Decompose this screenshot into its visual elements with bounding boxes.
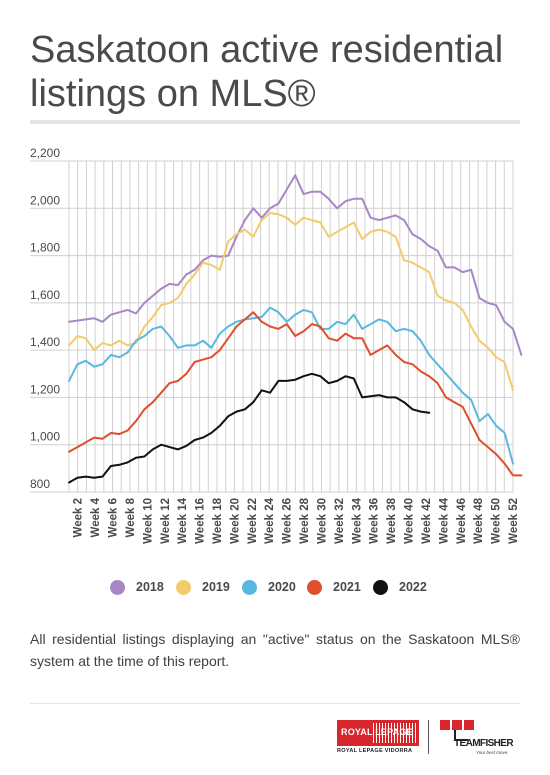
title-divider	[30, 120, 520, 124]
y-tick-label: 1,800	[30, 241, 60, 255]
y-tick-label: 1,200	[30, 382, 60, 396]
legend-item-2020: 2020	[242, 576, 296, 598]
legend-marker-2019	[176, 579, 191, 595]
x-tick-label: Week 16	[195, 498, 207, 544]
legend-label-2019: 2019	[202, 580, 230, 594]
royal-lepage-logo-stripes	[373, 723, 417, 743]
series-line-2021	[68, 311, 523, 477]
teamfisher-tagline: Your best move.	[476, 750, 509, 755]
legend-item-2022: 2022	[373, 576, 427, 598]
royal-lepage-subname: ROYAL LEPAGE VIDORRA	[337, 748, 413, 754]
series-lines	[68, 174, 523, 484]
legend-marker-2022	[373, 579, 388, 595]
x-tick-label: Week 52	[508, 498, 520, 544]
chart-footnote: All residential listings displaying an "…	[30, 631, 520, 669]
logo-separator	[428, 720, 429, 754]
x-tick-label: Week 50	[491, 498, 503, 544]
legend: 2018 2019 2020 2021 2022	[0, 576, 550, 598]
x-tick-label: Week 30	[316, 498, 328, 544]
y-tick-label: 800	[30, 477, 50, 491]
y-tick-label: 1,400	[30, 335, 60, 349]
legend-item-2021: 2021	[307, 576, 361, 598]
legend-label-2020: 2020	[268, 580, 296, 594]
y-tick-label: 2,000	[30, 193, 60, 207]
x-tick-label: Week 48	[473, 497, 485, 543]
x-tick-label: Week 44	[438, 497, 450, 543]
x-tick-label: Week 20	[229, 498, 241, 544]
teamfisher-square-icon	[464, 720, 474, 730]
teamfisher-logo: TEAMFISHER Your best move.	[440, 720, 520, 756]
x-tick-label: Week 24	[264, 497, 276, 543]
x-tick-label: Week 12	[160, 498, 172, 544]
x-tick-label: Week 18	[212, 497, 224, 543]
royal-lepage-name: ROYAL LEPAGE	[341, 727, 413, 737]
royal-lepage-logo: ROYAL LEPAGE ROYAL LEPAGE VIDORRA	[337, 720, 419, 756]
x-tick-label: Week 46	[456, 498, 468, 544]
line-chart: 800 1,000 1,200 1,400 1,600 1,800 2,000 2,200 W…	[30, 146, 523, 544]
x-tick-label: Week 10	[142, 498, 154, 544]
legend-label-2022: 2022	[399, 580, 427, 594]
footer-divider	[30, 703, 520, 704]
x-tick-label: Week 14	[177, 497, 189, 543]
teamfisher-mark-icon	[454, 730, 468, 741]
x-tick-label: Week 2	[73, 498, 85, 537]
teamfisher-square-icon	[440, 720, 450, 730]
series-line-2019	[68, 212, 514, 392]
y-tick-label: 1,000	[30, 430, 60, 444]
legend-item-2018: 2018	[110, 576, 164, 598]
legend-marker-2018	[110, 579, 125, 595]
teamfisher-name: TEAMFISHER	[454, 738, 514, 749]
x-tick-label: Week 32	[334, 498, 346, 544]
legend-item-2019: 2019	[176, 576, 230, 598]
legend-marker-2020	[242, 579, 257, 595]
series-line-2022	[68, 372, 431, 484]
x-tick-label: Week 4	[90, 497, 102, 537]
x-tick-label: Week 34	[351, 497, 363, 543]
series-line-2020	[68, 306, 514, 465]
teamfisher-square-icon	[452, 720, 462, 730]
x-axis: Week 2 Week 4 Week 6 Week 8 Week 10 Week 12 We…	[73, 497, 520, 543]
x-tick-label: Week 22	[247, 498, 259, 544]
legend-marker-2021	[307, 579, 322, 595]
legend-label-2021: 2021	[333, 580, 361, 594]
chart-title: Saskatoon active residential listings on…	[30, 29, 504, 115]
x-tick-label: Week 8	[125, 497, 137, 537]
x-tick-label: Week 40	[404, 498, 416, 544]
x-tick-label: Week 36	[369, 498, 381, 544]
y-tick-label: 1,600	[30, 288, 60, 302]
chart-grid	[30, 160, 514, 493]
series-line-2018	[68, 174, 523, 356]
legend-label-2018: 2018	[136, 580, 164, 594]
y-tick-label: 2,200	[30, 146, 60, 160]
x-tick-label: Week 38	[386, 497, 398, 543]
x-tick-label: Week 28	[299, 497, 311, 543]
x-tick-label: Week 6	[108, 498, 120, 537]
y-axis: 800 1,000 1,200 1,400 1,600 1,800 2,000 2,200	[30, 146, 60, 491]
x-tick-label: Week 26	[282, 498, 294, 544]
x-tick-label: Week 42	[421, 498, 433, 544]
